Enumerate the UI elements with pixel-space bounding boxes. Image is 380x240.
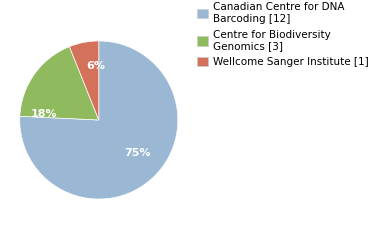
Wedge shape bbox=[20, 41, 178, 199]
Legend: Canadian Centre for DNA
Barcoding [12], Centre for Biodiversity
Genomics [3], We: Canadian Centre for DNA Barcoding [12], … bbox=[195, 0, 371, 69]
Text: 18%: 18% bbox=[31, 109, 58, 119]
Wedge shape bbox=[70, 41, 99, 120]
Text: 75%: 75% bbox=[124, 148, 150, 158]
Text: 6%: 6% bbox=[86, 61, 105, 71]
Wedge shape bbox=[20, 47, 99, 120]
